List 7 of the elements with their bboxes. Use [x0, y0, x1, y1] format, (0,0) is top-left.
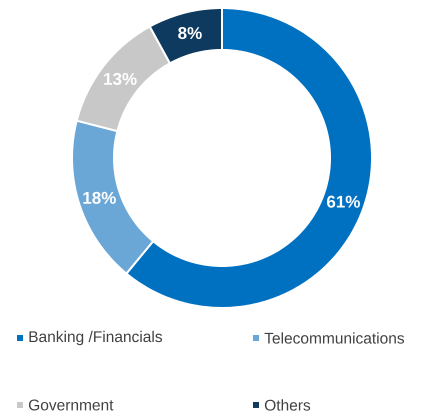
legend-label: Others — [264, 399, 310, 411]
legend-label: Telecommunications — [264, 332, 404, 344]
legend-label: Banking /Financials — [29, 330, 162, 346]
legend-label: Government — [28, 400, 114, 410]
data-label: 61% — [326, 196, 360, 208]
data-label: 8% — [178, 27, 202, 40]
data-label: 18% — [83, 192, 116, 204]
